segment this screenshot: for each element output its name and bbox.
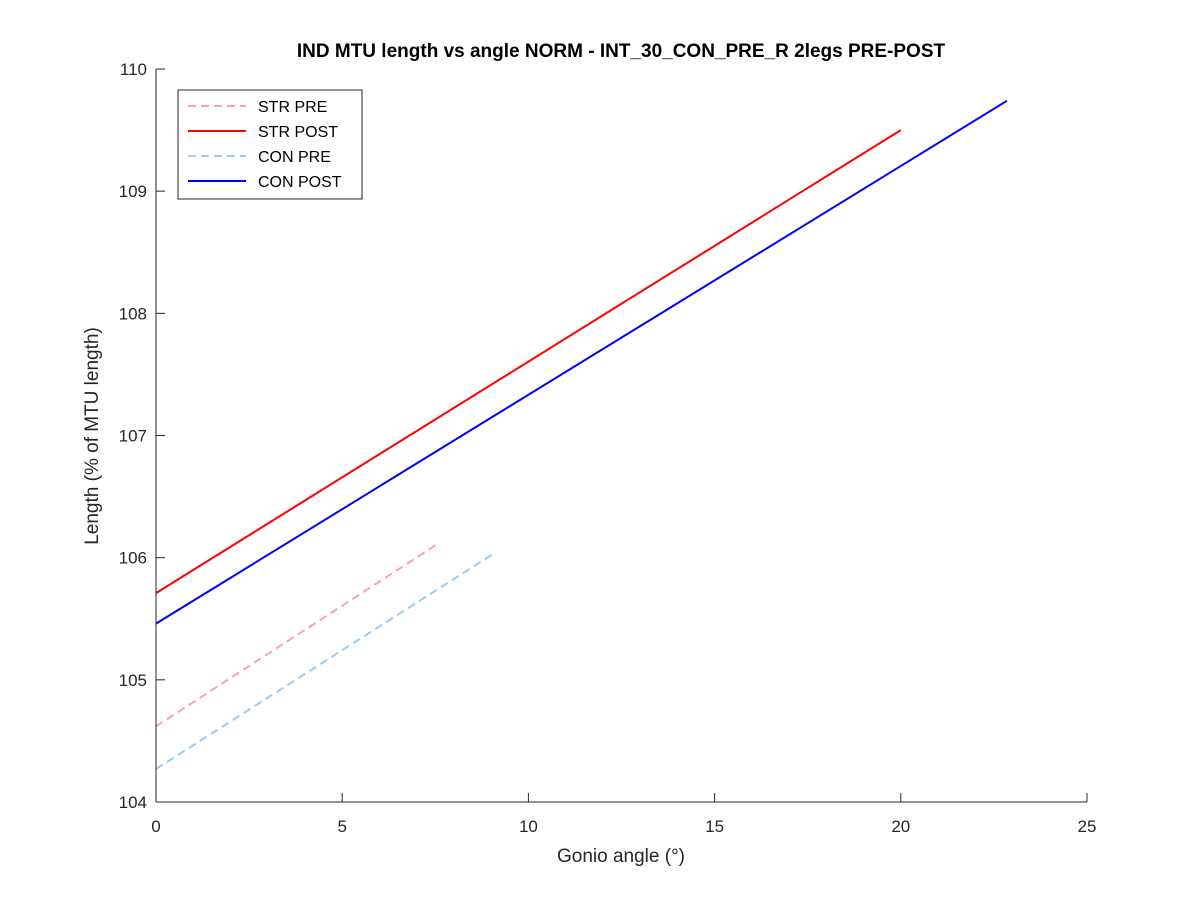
y-tick-label: 109 — [119, 182, 147, 201]
y-tick-label: 105 — [119, 671, 147, 690]
series-line-con-pre — [155, 551, 496, 770]
legend-label: STR POST — [258, 124, 338, 141]
y-ticks: 104 105 106 107 108 109 110 — [119, 60, 165, 812]
y-tick-label: 107 — [119, 427, 147, 446]
plot-series-group — [155, 99, 1008, 770]
y-tick-label: 108 — [119, 304, 147, 323]
series-line-str-post — [155, 129, 902, 594]
legend-label: CON POST — [258, 174, 342, 191]
chart-title: IND MTU length vs angle NORM - INT_30_CO… — [297, 41, 946, 62]
x-ticks: 0 5 10 15 20 25 — [151, 793, 1096, 836]
axes: 0 5 10 15 20 25 104 105 106 107 108 109 110 — [119, 60, 1097, 836]
y-tick-label: 104 — [119, 793, 147, 812]
legend-items: STR PRE STR POST CON PRE CON POST — [188, 99, 342, 191]
x-tick-label: 0 — [151, 817, 160, 836]
legend: STR PRE STR POST CON PRE CON POST — [177, 89, 363, 200]
y-tick-label: 106 — [119, 549, 147, 568]
x-axis-label: Gonio angle (°) — [557, 846, 685, 867]
x-tick-label: 15 — [705, 817, 724, 836]
y-axis-label: Length (% of MTU length) — [82, 327, 103, 545]
legend-label: STR PRE — [258, 99, 327, 116]
y-tick-label: 110 — [120, 60, 147, 79]
series-line-str-pre — [155, 542, 440, 728]
x-tick-label: 25 — [1078, 817, 1097, 836]
legend-label: CON PRE — [258, 149, 331, 166]
x-tick-label: 5 — [337, 817, 346, 836]
x-tick-label: 20 — [891, 817, 910, 836]
series-line-con-post — [155, 99, 1008, 625]
x-tick-label: 10 — [519, 817, 538, 836]
